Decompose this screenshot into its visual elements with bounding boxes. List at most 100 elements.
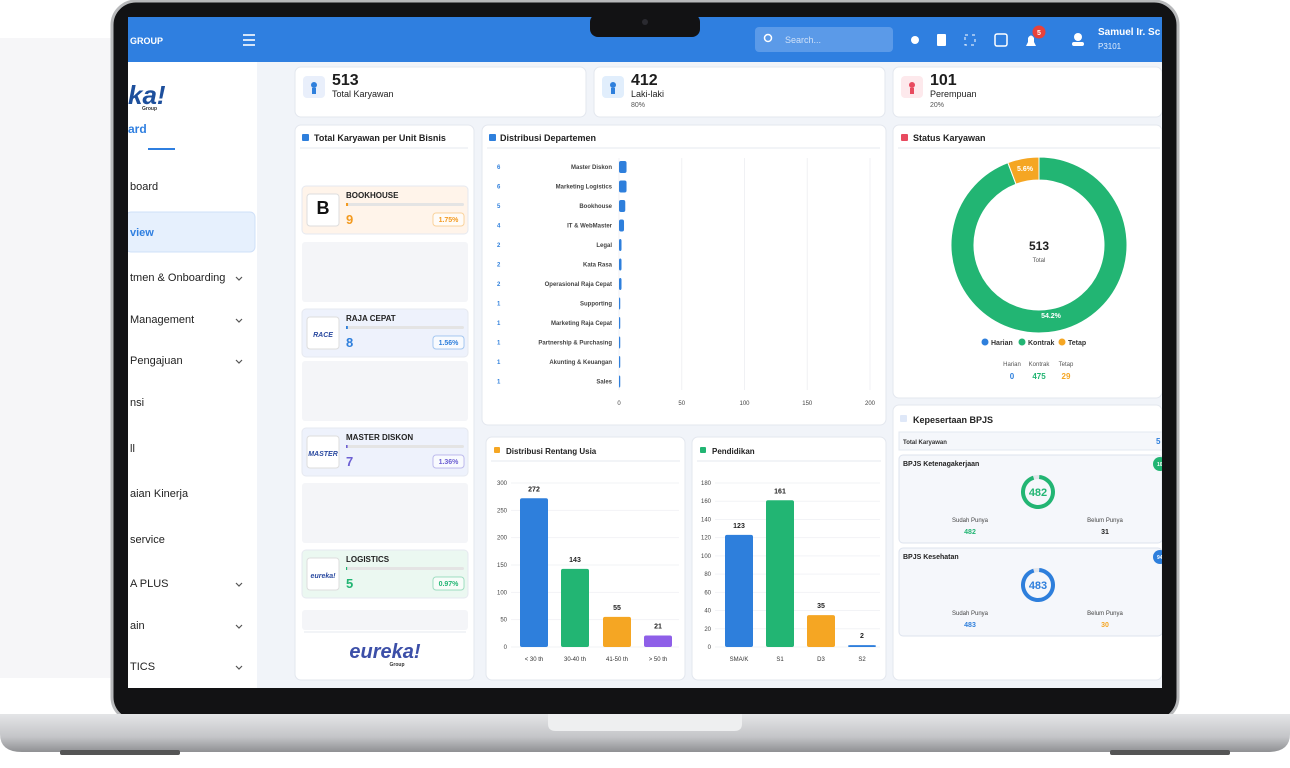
value-label: 1 <box>497 341 501 347</box>
value-label: 1 <box>497 360 501 366</box>
y-tick-label: 100 <box>701 554 712 560</box>
sidebar <box>128 62 257 688</box>
stat-icon-glyph <box>610 82 616 88</box>
y-tick-label: 50 <box>500 618 507 624</box>
search-box <box>755 27 893 52</box>
x-tick-label: > 50 th <box>649 657 668 663</box>
chevron <box>235 665 243 670</box>
y-tick-label: 0 <box>504 645 508 651</box>
stat-value: 412 <box>631 72 658 89</box>
unit-logo <box>306 435 340 469</box>
bar <box>561 568 589 647</box>
stat-icon-glyph <box>910 88 914 94</box>
progress-track <box>346 445 464 448</box>
value-label: 1 <box>497 302 501 308</box>
unit-count: 5 <box>346 576 353 591</box>
value-label: 2 <box>497 263 501 269</box>
total-label: Total Karyawan <box>903 440 947 446</box>
chevron <box>235 276 243 281</box>
bar <box>619 161 627 173</box>
chevron <box>235 582 243 587</box>
user-id: P3101 <box>1098 42 1122 51</box>
bpjs-box <box>898 547 1162 637</box>
unit-logo-text: MASTER <box>308 451 338 458</box>
bpjs-box <box>898 454 1162 544</box>
bar <box>619 336 621 349</box>
category-label: Marketing Raja Cepat <box>551 321 612 327</box>
section-title: ard <box>128 122 147 136</box>
nav-item[interactable]: tmen & Onboarding <box>130 272 225 284</box>
unit-card <box>301 308 469 358</box>
logo: ka! <box>128 80 166 110</box>
percent-pill <box>432 454 465 469</box>
notification-badge <box>1032 25 1046 39</box>
bar <box>619 297 621 310</box>
value-label: 161 <box>774 488 786 495</box>
nav-item[interactable]: aian Kinerja <box>130 488 189 500</box>
nav-item[interactable]: view <box>130 227 154 239</box>
stat-note: 20% <box>930 102 944 109</box>
y-tick-label: 160 <box>701 499 712 505</box>
x-tick-label: D3 <box>817 657 825 663</box>
fullscreen-icon <box>964 34 976 46</box>
nav-item[interactable]: Management <box>130 314 194 326</box>
unit-name: RAJA CEPAT <box>346 314 396 323</box>
nav-item[interactable]: TICS <box>130 661 155 673</box>
backdrop <box>0 38 125 678</box>
value-label: 1 <box>497 321 501 327</box>
unit-logo <box>306 316 340 350</box>
y-tick-label: 140 <box>701 517 712 523</box>
nav-item[interactable]: A PLUS <box>130 578 169 590</box>
unit-card <box>301 427 469 477</box>
nav-item[interactable]: board <box>130 181 158 193</box>
value-label: 123 <box>733 523 745 530</box>
pie-slice <box>950 156 1128 334</box>
bar <box>644 635 672 647</box>
bar <box>848 645 876 647</box>
theme-icon[interactable] <box>911 36 919 44</box>
unit-logo <box>306 193 340 227</box>
y-tick-label: 150 <box>497 563 508 569</box>
unit-card <box>301 549 469 599</box>
nav-item[interactable]: ain <box>130 620 145 632</box>
nav-item[interactable]: ll <box>130 443 135 455</box>
title-icon <box>900 415 907 422</box>
percent-pill <box>432 212 465 227</box>
pie-slice <box>1007 156 1040 185</box>
not-label: Belum Punya <box>1087 518 1123 524</box>
unit-logo-text: B <box>317 198 330 218</box>
card <box>593 66 886 118</box>
category-label: Bookhouse <box>579 204 612 210</box>
bar <box>619 278 622 290</box>
nav-item[interactable]: Pengajuan <box>130 355 183 367</box>
value-label: 2 <box>497 282 501 288</box>
nav-item[interactable]: service <box>130 534 165 546</box>
user-icon <box>1074 33 1082 41</box>
value-label: 55 <box>613 605 621 612</box>
bar <box>619 219 625 232</box>
center-label: Total <box>1033 258 1046 264</box>
category-label: Marketing Logistics <box>556 185 613 191</box>
percent-pill <box>432 335 465 350</box>
has-value: 483 <box>964 622 976 629</box>
y-tick-label: 100 <box>497 590 508 596</box>
card-title: Kepesertaan BPJS <box>913 415 993 425</box>
bell-icon <box>1026 35 1036 46</box>
category-label: Akunting & Keuangan <box>549 360 612 366</box>
foot <box>60 750 180 755</box>
x-tick-label: 0 <box>617 401 621 407</box>
user-name: Samuel Ir. Sc <box>1098 27 1161 38</box>
nav-item[interactable]: nsi <box>130 397 144 409</box>
count-label: Harian <box>1003 362 1021 368</box>
y-tick-label: 60 <box>704 590 711 596</box>
card-title: Distribusi Departemen <box>500 133 596 143</box>
notification-count: 5 <box>1037 30 1041 37</box>
unit-percent: 1.36% <box>439 459 460 466</box>
bar <box>725 534 753 647</box>
stat-label: Total Karyawan <box>332 89 394 99</box>
value-label: 4 <box>497 224 501 230</box>
unit-logo-text: eureka! <box>311 573 337 580</box>
stat-icon-glyph <box>909 82 915 88</box>
search-placeholder: Search... <box>785 35 821 45</box>
bar <box>619 317 621 329</box>
